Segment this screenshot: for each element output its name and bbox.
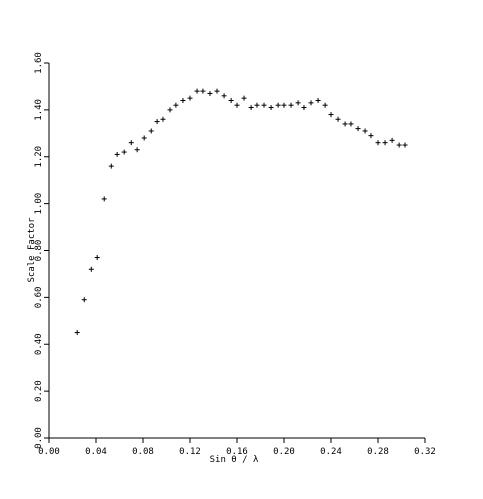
y-tick-label: 1.40	[34, 99, 44, 121]
data-points	[74, 88, 408, 336]
data-point	[81, 297, 87, 303]
data-point	[214, 88, 220, 94]
data-point	[241, 95, 247, 101]
data-point	[355, 126, 361, 132]
data-point	[389, 137, 395, 143]
data-point	[362, 128, 368, 134]
x-tick-label: 0.24	[320, 447, 342, 457]
data-point	[254, 102, 260, 108]
data-point	[275, 102, 281, 108]
data-point	[322, 102, 328, 108]
data-point	[335, 116, 341, 122]
data-point	[200, 88, 206, 94]
x-tick-label: 0.04	[85, 447, 107, 457]
data-point	[301, 105, 307, 111]
x-tick-label: 0.00	[38, 447, 60, 457]
x-axis-label: Sin θ / λ	[210, 455, 259, 465]
data-point	[348, 121, 354, 127]
y-tick-label: 1.00	[34, 193, 44, 215]
y-axis-label: Scale Factor	[27, 217, 37, 283]
data-point	[268, 105, 274, 111]
y-tick-label: 1.20	[34, 146, 44, 168]
data-point	[187, 95, 193, 101]
x-tick-label: 0.12	[179, 447, 201, 457]
data-point	[74, 330, 80, 336]
data-point	[228, 98, 234, 103]
y-tick-label: 0.40	[34, 333, 44, 355]
data-point	[402, 142, 408, 148]
x-tick-label: 0.20	[273, 447, 295, 457]
x-tick-label: 0.08	[132, 447, 154, 457]
data-point	[295, 100, 301, 106]
data-point	[108, 163, 114, 169]
data-point	[375, 140, 381, 146]
data-point	[173, 102, 179, 108]
data-point	[114, 151, 120, 157]
y-axis-ticks: 0.00 0.20 0.40 0.60 0.80 1.00 1.20 1.40 1.60	[34, 52, 49, 449]
data-point	[382, 140, 388, 146]
data-point	[88, 266, 94, 272]
data-point	[221, 93, 227, 99]
data-point	[180, 98, 186, 103]
data-point	[281, 102, 287, 108]
data-point	[248, 105, 254, 111]
x-tick-label: 0.16	[226, 447, 248, 457]
data-point	[234, 102, 240, 108]
x-tick-label: 0.28	[367, 447, 389, 457]
data-point	[315, 98, 321, 103]
data-point	[154, 119, 160, 125]
y-tick-label: 0.00	[34, 427, 44, 449]
data-point	[328, 112, 334, 118]
y-tick-label: 1.60	[34, 52, 44, 74]
data-point	[141, 135, 147, 141]
data-point	[207, 90, 213, 96]
data-point	[261, 102, 267, 108]
data-point	[121, 149, 127, 155]
data-point	[396, 142, 402, 148]
y-tick-label: 0.80	[34, 240, 44, 262]
data-point	[288, 102, 294, 108]
data-point	[101, 196, 107, 202]
plot-axes	[48, 63, 425, 439]
data-point	[148, 128, 154, 134]
x-axis-ticks: 0.00 0.04 0.08 0.12 0.16 0.20 0.24 0.28 0.32	[38, 438, 436, 457]
y-tick-label: 0.60	[34, 287, 44, 309]
data-point	[134, 147, 140, 153]
data-point	[128, 140, 134, 146]
data-point	[308, 100, 314, 106]
data-point	[167, 107, 173, 113]
data-point	[194, 88, 200, 94]
data-point	[368, 133, 374, 139]
data-point	[342, 121, 348, 127]
x-tick-label: 0.32	[414, 447, 436, 457]
data-point	[94, 255, 100, 261]
y-tick-label: 0.20	[34, 380, 44, 402]
data-point	[160, 116, 166, 122]
